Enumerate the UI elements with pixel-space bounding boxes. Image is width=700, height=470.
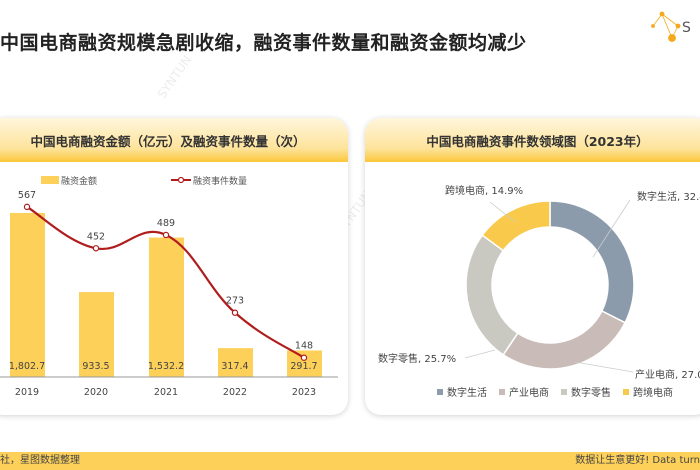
page-title: 中国电商融资规模急剧收缩，融资事件数量和融资金额均减少 bbox=[0, 32, 527, 54]
legend-label: 数字生活 bbox=[447, 386, 487, 399]
bar bbox=[218, 348, 253, 377]
x-tick-label: 2020 bbox=[84, 387, 108, 398]
legend-bar-label: 融资金额 bbox=[61, 175, 97, 187]
source-note: 社，星图数据整理 bbox=[0, 455, 80, 466]
donut-chart-card: 中国电商融资事件数领域图（2023年） 数字生活, 32.4% 产业电商, 27.… bbox=[365, 118, 700, 415]
line-point bbox=[23, 203, 31, 211]
slogan: 数据让生意更好! Data turn bbox=[575, 455, 700, 466]
line-value-label: 148 bbox=[295, 341, 313, 352]
legend-line-marker bbox=[177, 176, 185, 184]
x-tick-label: 2022 bbox=[223, 387, 247, 398]
chart-title: 中国电商融资事件数领域图（2023年） bbox=[365, 118, 700, 162]
bar bbox=[10, 212, 45, 377]
legend-label: 跨境电商 bbox=[633, 386, 673, 399]
donut-slice bbox=[502, 309, 627, 370]
slice-label: 数字零售, 25.7% bbox=[378, 352, 456, 365]
bar bbox=[149, 237, 184, 377]
bar-value-label: 1,532.2 bbox=[148, 361, 184, 372]
donut-slice bbox=[465, 234, 519, 356]
chart-title: 中国电商融资金额（亿元）及融资事件数量（次） bbox=[0, 118, 348, 162]
legend-swatch bbox=[561, 389, 567, 395]
legend-label: 数字零售 bbox=[571, 386, 611, 399]
bar-line-chart: 融资金额 融资事件数量 1,802.7 2019 933.5 2020 1,532.2 202… bbox=[0, 175, 338, 398]
x-tick-label: 2019 bbox=[15, 387, 39, 398]
watermark: SYNTUN bbox=[154, 52, 195, 102]
slice-label: 产业电商, 27.0% bbox=[635, 368, 700, 381]
bar-value-label: 1,802.7 bbox=[9, 361, 45, 372]
line-value-label: 273 bbox=[226, 296, 244, 307]
x-tick-label: 2023 bbox=[292, 387, 316, 398]
legend-swatch bbox=[499, 389, 505, 395]
slice-label: 跨境电商, 14.9% bbox=[445, 184, 523, 197]
legend-line-label: 融资事件数量 bbox=[193, 175, 247, 187]
line-value-label: 567 bbox=[18, 190, 36, 201]
legend-swatch bbox=[623, 389, 629, 395]
line-point bbox=[300, 354, 308, 361]
legend-label: 产业电商 bbox=[509, 386, 549, 399]
syntun-logo: S bbox=[650, 8, 700, 52]
bar-value-label: 317.4 bbox=[221, 361, 248, 372]
line-value-label: 452 bbox=[87, 231, 105, 242]
line-value-label: 489 bbox=[157, 218, 175, 229]
slice-label: 数字生活, 32.4% bbox=[637, 190, 700, 203]
leader-line bbox=[464, 349, 496, 359]
bar-value-label: 291.7 bbox=[290, 361, 317, 372]
leader-line bbox=[489, 201, 516, 223]
bar bbox=[79, 292, 114, 377]
legend-bar-swatch bbox=[41, 176, 59, 184]
donut-slice bbox=[549, 200, 635, 324]
legend-swatch bbox=[437, 389, 443, 395]
bar-line-chart-card: 中国电商融资金额（亿元）及融资事件数量（次） 融资金额 融资事件数量 1,802.7… bbox=[0, 118, 348, 415]
leader-line bbox=[592, 199, 631, 258]
line-point bbox=[92, 245, 100, 252]
footer: 社，星图数据整理 数据让生意更好! Data turn bbox=[0, 452, 700, 470]
line-point bbox=[231, 309, 239, 316]
x-tick-label: 2021 bbox=[154, 387, 178, 398]
leader-line bbox=[574, 361, 634, 373]
donut-slice bbox=[481, 200, 551, 252]
svg-text:S: S bbox=[682, 20, 691, 36]
donut-chart: 数字生活, 32.4% 产业电商, 27.0% 数字零售, 25.7% 跨境电商, 1… bbox=[378, 184, 700, 399]
line-point bbox=[162, 231, 170, 239]
bar-value-label: 933.5 bbox=[82, 361, 109, 372]
